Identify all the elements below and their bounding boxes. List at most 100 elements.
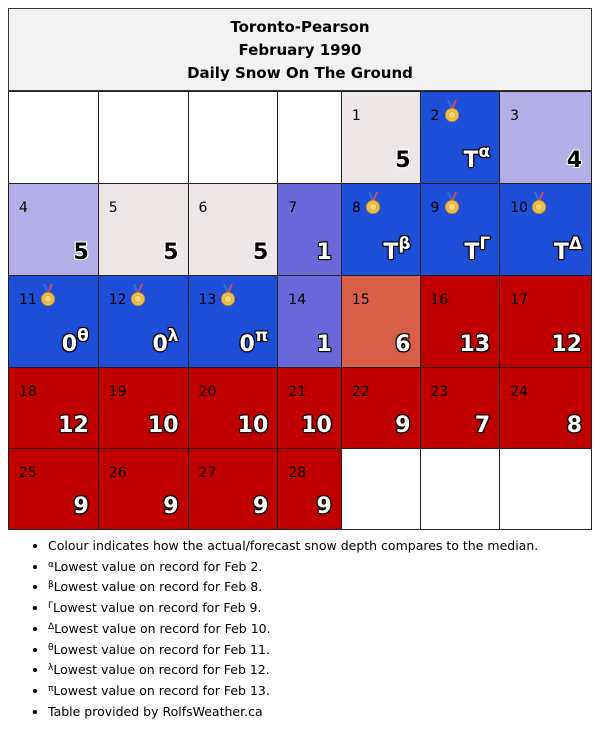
day-number: 24 — [510, 384, 528, 400]
footnote-marker: Δ — [48, 621, 55, 632]
day-cell: 23 7 — [419, 367, 501, 449]
week-row: 4 5 5 5 6 5 7 1 8 Tβ 9 TΓ 10 TΔ — [8, 183, 592, 276]
day-cell: 27 9 — [187, 448, 279, 530]
snow-depth-value: 5 — [252, 240, 269, 265]
footnote-marker: Γ — [48, 601, 54, 612]
snow-depth-value: 5 — [73, 240, 89, 265]
footnote-marker: Γ — [479, 234, 491, 254]
day-number: 11 — [19, 292, 37, 308]
day-number: 1 — [351, 108, 361, 124]
footnote-text: Lowest value on record for Feb 8. — [53, 579, 263, 595]
day-cell: 21 10 — [277, 367, 342, 449]
snow-depth-value: 12 — [551, 332, 582, 357]
footnote-item: ΔLowest value on record for Feb 10. — [48, 619, 538, 640]
day-number: 8 — [351, 200, 361, 216]
snow-depth-value: 0λ — [152, 326, 179, 358]
medal-icon — [444, 192, 459, 214]
snow-depth-value: 7 — [474, 413, 491, 438]
snow-depth-value: 0θ — [61, 326, 89, 358]
empty-day-cell — [499, 448, 592, 530]
day-cell: 16 13 — [419, 275, 501, 368]
calendar-grid: 1 5 2 Tα 3 4 4 5 5 5 6 5 7 1 8 Tβ 9 TΓ 10 TΔ 11 0θ 12 0λ 13 0π 14 1… — [8, 91, 592, 530]
day-cell: 9 TΓ — [419, 183, 501, 276]
footnote-marker: Δ — [568, 234, 582, 254]
period-label: February 1990 — [238, 41, 362, 59]
snow-depth-value: 9 — [73, 494, 89, 519]
medal-icon — [130, 284, 145, 306]
medal-icon — [220, 284, 235, 306]
week-row: 11 0θ 12 0λ 13 0π 14 1 15 6 16 13 17 12 — [8, 275, 592, 368]
footnote-marker: λ — [167, 326, 179, 346]
snow-depth-value: 10 — [237, 413, 269, 438]
day-cell: 10 TΔ — [499, 183, 592, 276]
footnote-text: Lowest value on record for Feb 10. — [54, 620, 271, 636]
day-number: 20 — [198, 384, 217, 400]
footnote-marker: π — [254, 326, 269, 346]
day-number: 4 — [19, 200, 28, 216]
footnote-marker: π — [48, 683, 54, 694]
day-cell: 18 12 — [8, 367, 99, 449]
footnote-marker: θ — [77, 326, 89, 346]
footnote-marker: β — [48, 580, 54, 591]
snow-depth-value: 10 — [147, 413, 179, 438]
day-number: 26 — [108, 465, 127, 481]
footnote-item: Table provided by RolfsWeather.ca — [48, 702, 538, 723]
snow-depth-value: 5 — [395, 148, 411, 173]
snow-depth-value: 6 — [395, 332, 411, 357]
day-number: 2 — [430, 108, 440, 124]
table-subtitle: Daily Snow On The Ground — [187, 64, 413, 82]
medal-icon — [41, 284, 55, 306]
footnote-marker: α — [48, 559, 54, 570]
day-number: 22 — [351, 384, 370, 400]
snow-depth-value: 13 — [459, 332, 491, 357]
snow-depth-value: 12 — [58, 413, 89, 438]
snow-depth-value: TΓ — [464, 234, 491, 266]
day-cell: 20 10 — [187, 367, 279, 449]
day-number: 10 — [510, 200, 528, 216]
day-cell: 17 12 — [499, 275, 592, 368]
footnote-item: Colour indicates how the actual/forecast… — [48, 536, 538, 557]
snow-depth-value: 9 — [395, 413, 411, 438]
day-number: 19 — [108, 384, 127, 400]
snow-depth-value: 9 — [316, 494, 332, 519]
medal-icon — [365, 192, 380, 214]
snow-depth-value: 8 — [566, 413, 582, 438]
empty-day-cell — [419, 448, 501, 530]
empty-day-cell — [340, 448, 421, 530]
day-number: 15 — [351, 292, 370, 308]
day-number: 28 — [288, 465, 307, 481]
day-number: 5 — [108, 200, 118, 216]
snow-depth-value: 0π — [239, 326, 269, 358]
day-cell: 24 8 — [499, 367, 592, 449]
day-cell: 22 9 — [340, 367, 421, 449]
snow-depth-value: 5 — [163, 240, 179, 265]
day-number: 16 — [430, 292, 449, 308]
table-header: Toronto-Pearson February 1990 Daily Snow… — [8, 8, 592, 91]
day-number: 7 — [288, 200, 298, 216]
snow-depth-value: 10 — [301, 413, 332, 438]
day-number: 3 — [510, 108, 520, 124]
footnote-text: Table provided by RolfsWeather.ca — [48, 703, 263, 719]
week-row: 18 12 19 10 20 10 21 10 22 9 23 7 24 8 — [8, 367, 592, 449]
day-number: 13 — [198, 292, 217, 308]
footnote-text: Lowest value on record for Feb 9. — [53, 600, 262, 616]
day-number: 9 — [430, 200, 440, 216]
footnotes-list: Colour indicates how the actual/forecast… — [28, 536, 538, 722]
snow-depth-value: 4 — [566, 148, 582, 173]
footnote-text: Lowest value on record for Feb 12. — [53, 662, 270, 678]
footnote-text: Colour indicates how the actual/forecast… — [48, 538, 539, 553]
footnote-text: Lowest value on record for Feb 13. — [53, 682, 270, 698]
day-number: 17 — [510, 292, 528, 308]
day-number: 12 — [108, 292, 127, 308]
empty-day-cell — [187, 91, 279, 184]
station-name: Toronto-Pearson — [230, 18, 370, 36]
footnote-marker: α — [478, 142, 491, 162]
snow-depth-value: 9 — [252, 494, 269, 519]
medal-icon — [532, 192, 547, 214]
day-number: 14 — [288, 292, 307, 308]
